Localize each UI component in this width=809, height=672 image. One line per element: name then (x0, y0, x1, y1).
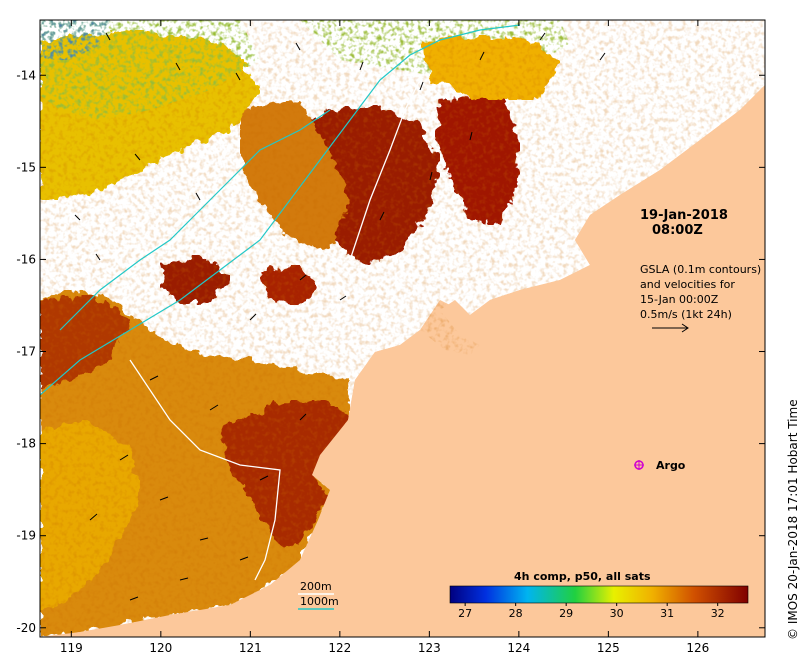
lat-tick-label: -18 (16, 437, 36, 451)
argo-label: Argo (656, 459, 686, 472)
colorbar (449, 585, 749, 604)
plot-frame (39, 19, 766, 638)
lon-tick-label: 126 (686, 641, 709, 655)
lat-tick-label: -19 (16, 529, 36, 543)
longitude-axis: 119 120 121 122 123 124 125 126 (60, 20, 709, 655)
colorbar-tick-label: 29 (559, 607, 573, 620)
colorbar-ticks: 27 28 29 30 31 32 (458, 603, 725, 620)
gsla-line2: and velocities for (640, 278, 735, 291)
colorbar-tick-label: 31 (660, 607, 674, 620)
colorbar-tick-label: 30 (610, 607, 624, 620)
imos-credit: © IMOS 20-Jan-2018 17:01 Hobart Time (786, 399, 800, 640)
gsla-line3: 15-Jan 00:00Z (640, 293, 719, 306)
argo-marker-icon[interactable] (634, 460, 644, 470)
lon-tick-label: 121 (239, 641, 262, 655)
velocity-arrows (74, 32, 606, 601)
lon-tick-label: 124 (507, 641, 530, 655)
contour-200m-b (349, 79, 421, 261)
lon-tick-label: 119 (60, 641, 83, 655)
contour-1000m (40, 24, 521, 396)
gsla-line1: GSLA (0.1m contours) (640, 263, 761, 276)
lon-tick-label: 120 (149, 641, 172, 655)
lon-tick-label: 123 (418, 641, 441, 655)
lat-tick-label: -14 (16, 68, 36, 82)
contour-200m (129, 359, 281, 581)
colorbar-tick-label: 27 (458, 607, 472, 620)
date-line1: 19-Jan-2018 (640, 208, 728, 223)
contour-1000m-b (59, 109, 331, 331)
colorbar-tick-label: 28 (509, 607, 523, 620)
lon-tick-label: 125 (597, 641, 620, 655)
depth-200-label: 200m (300, 580, 332, 593)
date-line2: 08:00Z (652, 223, 703, 238)
kimberley-coast (40, 85, 765, 637)
latitude-axis: -14 -15 -16 -17 -18 -19 -20 (16, 68, 765, 635)
lon-tick-label: 122 (328, 641, 351, 655)
lat-tick-label: -16 (16, 252, 36, 266)
lat-tick-label: -20 (16, 621, 36, 635)
depth-1000-label: 1000m (300, 595, 339, 608)
colorbar-tick-label: 32 (711, 607, 725, 620)
velocity-scale-arrow-icon (652, 323, 689, 333)
colorbar-title: 4h comp, p50, all sats (514, 570, 651, 583)
lat-tick-label: -17 (16, 345, 36, 359)
lat-tick-label: -15 (16, 160, 36, 174)
gsla-line4: 0.5m/s (1kt 24h) (640, 308, 732, 321)
